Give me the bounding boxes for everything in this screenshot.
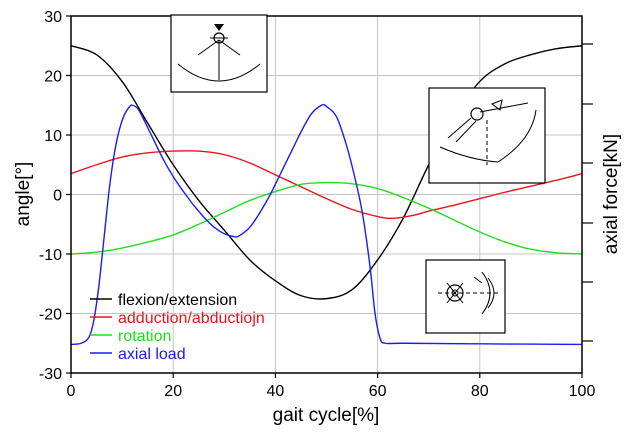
y-tick-label: 10	[44, 128, 62, 145]
legend: flexion/extension adduction/abductiojn r…	[90, 292, 265, 363]
y-axis-title: angle[°]	[13, 162, 34, 227]
series-line-axial-load	[70, 103, 583, 346]
y-tick-label: -30	[39, 366, 62, 383]
hip-rotation-sketch-inset	[425, 259, 506, 334]
x-tick-label: 60	[369, 383, 387, 400]
x-tick-label: 100	[569, 383, 596, 400]
y-tick-label: 0	[53, 188, 62, 205]
series-layer	[70, 45, 583, 346]
y2-axis-title: axial force[kN]	[601, 134, 622, 254]
x-tick-label: 20	[164, 383, 182, 400]
y-tick-label: -20	[39, 307, 62, 324]
legend-label-rotation: rotation	[118, 328, 171, 345]
x-tick-label: 40	[267, 383, 285, 400]
series-line-rotation	[70, 181, 583, 255]
y-tick-label: -10	[39, 247, 62, 264]
legend-label-axial-load: axial load	[118, 346, 186, 363]
y-tick-label: 20	[44, 69, 62, 86]
x-axis-title: gait cycle[%]	[273, 405, 380, 426]
y-tick-label: 30	[44, 9, 62, 26]
x-tick-label: 80	[471, 383, 489, 400]
series-line-flexion-extension	[70, 45, 583, 300]
x-tick-label: 0	[67, 383, 76, 400]
legend-label-adduction: adduction/abductiojn	[118, 310, 265, 327]
series-line-adduction-abduction	[70, 150, 583, 220]
hip-abduction-sketch-inset	[428, 87, 546, 184]
legend-label-flexion: flexion/extension	[118, 292, 237, 309]
secondary-axis	[582, 43, 593, 342]
hip-flexion-sketch-inset	[170, 14, 268, 93]
